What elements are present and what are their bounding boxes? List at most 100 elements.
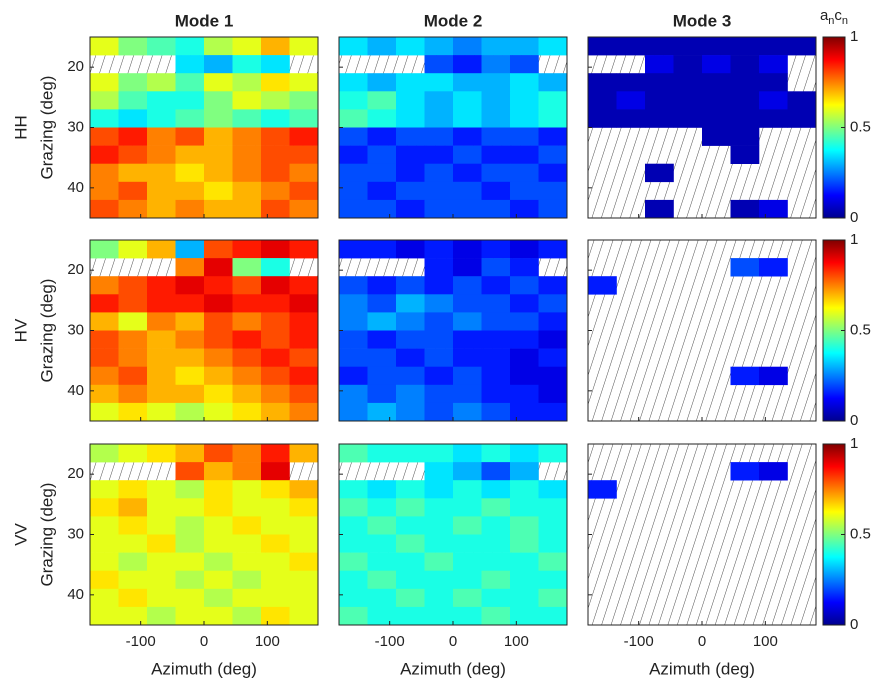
heat-cell [481, 348, 511, 367]
heat-cell [730, 258, 760, 277]
heat-cell [510, 145, 539, 164]
heat-cell [232, 312, 262, 331]
heat-cell [396, 330, 425, 349]
heat-cell [538, 91, 568, 110]
heat-cell [204, 588, 233, 608]
heat-cell [261, 145, 290, 164]
x-tick-label: 100 [504, 633, 529, 650]
heat-cell [175, 127, 205, 146]
heat-cell [261, 402, 290, 422]
heat-cell [147, 73, 176, 92]
heat-cell [175, 109, 205, 128]
x-tick-label: 0 [449, 633, 457, 650]
heat-cell [367, 37, 397, 56]
heat-cell [367, 240, 397, 259]
heat-cell [204, 145, 233, 164]
heat-cell [510, 606, 539, 626]
heat-cell [118, 73, 148, 92]
heat-cell [424, 127, 454, 146]
heat-cell [118, 606, 148, 626]
heat-cell [90, 330, 119, 349]
heat-cell [424, 181, 454, 201]
heat-cell [481, 145, 511, 164]
heat-cell [424, 73, 454, 92]
y-tick-label: 20 [67, 465, 84, 482]
heat-cell [118, 588, 148, 608]
heat-cell [175, 498, 205, 517]
heat-cell [481, 384, 511, 404]
heat-cell [453, 199, 482, 219]
colorbar-tick-label: 1 [850, 28, 858, 45]
heat-cell [424, 552, 454, 571]
heat-cell [453, 348, 482, 367]
heat-cell [118, 181, 148, 201]
heat-cell [232, 127, 262, 146]
heat-cell [204, 199, 233, 219]
y-tick-label: 30 [67, 321, 84, 338]
heat-cell [147, 294, 176, 313]
heat-cell [232, 294, 262, 313]
heat-cell [510, 462, 539, 481]
heat-cell [118, 384, 148, 404]
heat-cell [339, 181, 368, 201]
colorbar-label: ancn [820, 7, 848, 27]
heat-cell [339, 444, 368, 463]
heat-cell [481, 570, 511, 590]
heat-cell [424, 145, 454, 164]
heat-cell [339, 366, 368, 386]
heat-cell [261, 276, 290, 295]
heat-cell [147, 181, 176, 201]
heat-cell [396, 276, 425, 295]
heat-cell [396, 402, 425, 422]
heat-cell [90, 348, 119, 367]
x-axis-label: Azimuth (deg) [151, 659, 257, 678]
heat-cell [289, 402, 319, 422]
heat-cell [510, 163, 539, 183]
heat-cell [175, 348, 205, 367]
heat-cell [339, 570, 368, 590]
heat-cell [453, 109, 482, 128]
heat-cell [730, 109, 760, 128]
heat-cell [90, 73, 119, 92]
heat-cell [453, 181, 482, 201]
heat-cell [396, 498, 425, 517]
heat-cell [261, 462, 290, 481]
heat-cell [759, 462, 788, 481]
heat-cell [481, 444, 511, 463]
x-tick-label: 0 [200, 633, 208, 650]
heat-cell [289, 384, 319, 404]
heat-cell [396, 109, 425, 128]
heat-cell [90, 534, 119, 553]
heat-cell [481, 276, 511, 295]
heat-cell [204, 498, 233, 517]
heat-cell [90, 276, 119, 295]
heat-cell [367, 348, 397, 367]
heat-cell [261, 330, 290, 349]
heat-cell [289, 163, 319, 183]
heat-cell [538, 37, 568, 56]
heat-cell [453, 127, 482, 146]
heat-cell [538, 534, 568, 553]
heat-cell [118, 444, 148, 463]
heat-cell [424, 294, 454, 313]
heat-cell [289, 348, 319, 367]
heat-cell [204, 402, 233, 422]
heat-cell [175, 91, 205, 110]
heat-cell [118, 348, 148, 367]
heat-cell [424, 366, 454, 386]
heat-cell [424, 516, 454, 535]
heat-cell [175, 55, 205, 74]
heat-cell [175, 240, 205, 259]
heat-cell [339, 498, 368, 517]
x-tick-label: 100 [753, 633, 778, 650]
y-tick-label: 20 [67, 261, 84, 278]
heat-cell [175, 480, 205, 499]
heat-cell [232, 181, 262, 201]
heat-cell [396, 480, 425, 499]
heat-cell [538, 588, 568, 608]
heat-cell [538, 348, 568, 367]
heat-cell [367, 384, 397, 404]
heat-cell [367, 294, 397, 313]
heat-cell [538, 552, 568, 571]
heat-cell [261, 163, 290, 183]
